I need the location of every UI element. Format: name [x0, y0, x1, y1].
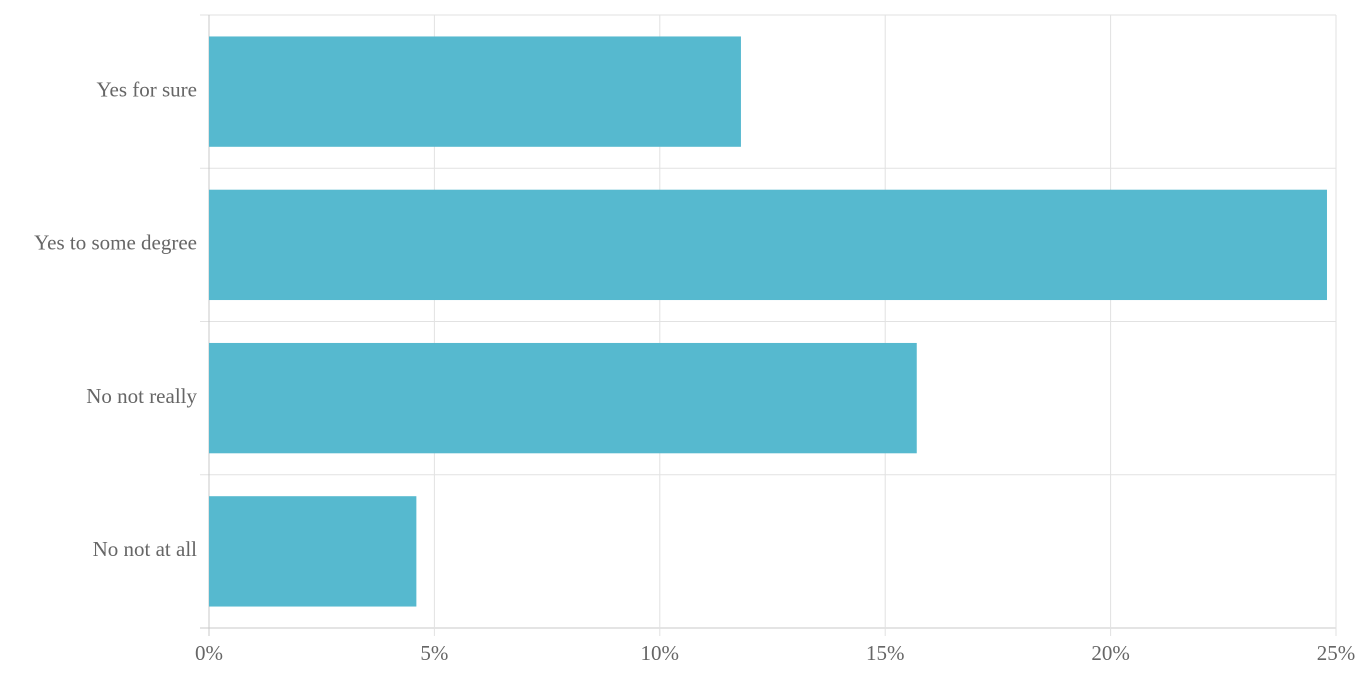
- y-tick-label: No not really: [86, 384, 197, 408]
- x-tick-label: 25%: [1317, 641, 1356, 665]
- y-tick-label: No not at all: [93, 537, 198, 561]
- x-tick-label: 20%: [1091, 641, 1130, 665]
- bar: [209, 36, 741, 147]
- bar: [209, 342, 917, 454]
- x-tick-label: 15%: [866, 641, 905, 665]
- y-tick-label: Yes for sure: [96, 77, 197, 101]
- bar: [209, 189, 1327, 301]
- x-tick-label: 10%: [641, 641, 680, 665]
- x-tick-label: 0%: [195, 641, 223, 665]
- x-tick-label: 5%: [420, 641, 448, 665]
- y-tick-label: Yes to some degree: [34, 231, 197, 255]
- bar: [209, 496, 417, 607]
